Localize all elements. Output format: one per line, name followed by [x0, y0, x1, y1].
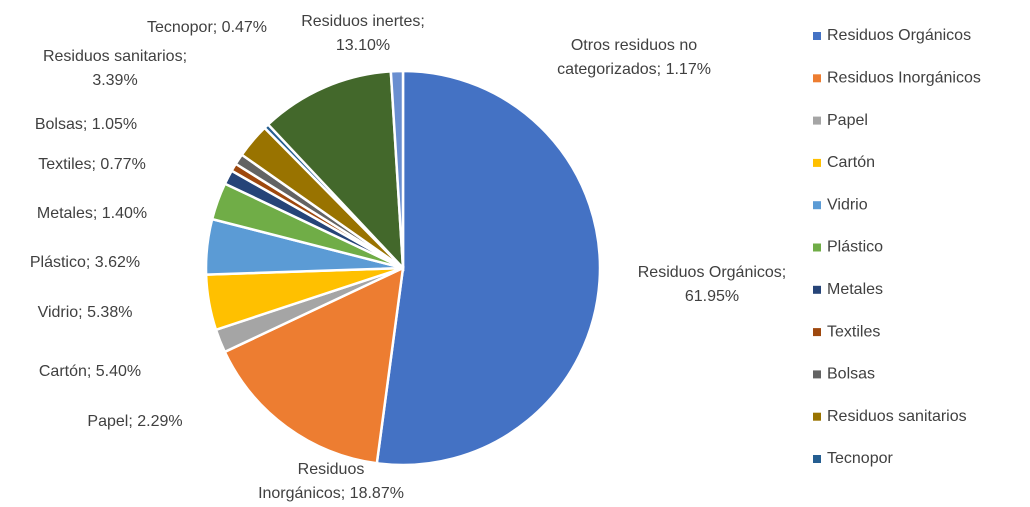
data-label: Tecnopor; 0.47%: [147, 19, 267, 36]
data-label: categorizados; 1.17%: [557, 61, 711, 78]
legend-label: Papel: [827, 112, 868, 129]
legend-label: Tecnopor: [827, 450, 893, 467]
data-label: Vidrio; 5.38%: [38, 304, 133, 321]
data-label: Cartón; 5.40%: [39, 363, 141, 380]
data-label: Metales; 1.40%: [37, 205, 147, 222]
pie-slice: [389, 69, 405, 269]
legend-label: Residuos sanitarios: [827, 408, 967, 425]
data-label: Papel; 2.29%: [87, 413, 182, 430]
pie-slice: [375, 69, 602, 467]
legend-swatch: [813, 412, 821, 421]
data-label: Residuos: [298, 461, 365, 478]
legend-label: Bolsas: [827, 366, 875, 383]
data-label: 13.10%: [336, 37, 390, 54]
legend-swatch: [813, 285, 821, 294]
data-label: 61.95%: [685, 288, 739, 305]
legend-label: Vidrio: [827, 196, 868, 213]
data-label: Bolsas; 1.05%: [35, 116, 137, 133]
pie-slice: [223, 265, 405, 465]
data-label: Residuos sanitarios;: [43, 48, 187, 65]
legend-swatch: [813, 201, 821, 210]
legend-label: Residuos Orgánicos: [827, 27, 971, 44]
legend-label: Plástico: [827, 239, 883, 256]
pie-slice: [266, 70, 405, 272]
data-label: Residuos Orgánicos;: [638, 264, 787, 281]
data-label: Textiles; 0.77%: [38, 156, 146, 173]
legend-label: Residuos Inorgánicos: [827, 70, 981, 87]
data-label: Plástico; 3.62%: [30, 254, 140, 271]
legend-label: Cartón: [827, 154, 875, 171]
legend-label: Metales: [827, 281, 883, 298]
legend-label: Textiles: [827, 323, 880, 340]
legend-swatch: [813, 243, 821, 252]
data-label: Otros residuos no: [571, 37, 697, 54]
legend-swatch: [813, 158, 821, 167]
data-label: Residuos inertes;: [301, 13, 425, 30]
legend-swatch: [813, 32, 821, 40]
legend-swatch: [813, 328, 821, 337]
legend-swatch: [813, 370, 821, 379]
legend-swatch: [813, 455, 821, 463]
data-label: Inorgánicos; 18.87%: [258, 485, 404, 502]
legend-swatch: [813, 74, 821, 83]
data-label: 3.39%: [92, 72, 137, 89]
legend-swatch: [813, 116, 821, 125]
